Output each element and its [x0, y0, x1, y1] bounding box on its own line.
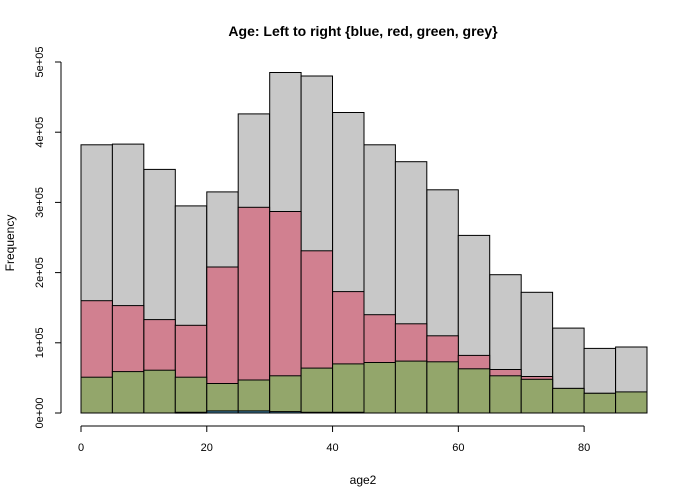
x-tick-label-3: 60	[452, 442, 464, 454]
bar-series-3-bin-7	[300, 411, 334, 414]
y-tick-label-5: 5e+05	[34, 47, 46, 78]
x-tick-label-1: 20	[201, 442, 213, 454]
bar-series-2-bin-2	[143, 369, 176, 414]
y-tick-label-2: 2e+05	[34, 257, 46, 288]
bar-series-2-bin-3	[174, 376, 208, 414]
x-tick-label-4: 80	[578, 442, 590, 454]
y-axis-label: Frequency	[3, 215, 17, 272]
bar-series-3-bin-4	[206, 410, 239, 414]
bar-series-2-bin-14	[520, 378, 554, 414]
y-tick-label-3: 3e+05	[34, 187, 46, 218]
bar-series-2-bin-0	[80, 376, 113, 414]
bar-series-3-bin-8	[332, 411, 365, 414]
bar-series-2-bin-9	[363, 362, 396, 414]
bar-series-2-bin-7	[300, 367, 334, 414]
bar-series-2-bin-12	[457, 368, 491, 414]
bar-series-2-bin-13	[489, 375, 522, 414]
y-tick-label-4: 4e+05	[34, 117, 46, 148]
bar-series-2-bin-11	[426, 361, 459, 414]
bar-series-3-bin-3	[174, 411, 208, 414]
bar-series-2-bin-17	[615, 391, 648, 414]
bar-series-2-bin-8	[332, 363, 365, 414]
bar-series-2-bin-16	[583, 392, 616, 414]
axes-layer: 0 20 40 60 80 0e+00 1e+05 2e+05 3e+05 4e+05 5e+05	[34, 47, 590, 454]
bars-layer	[80, 72, 648, 414]
chart-title: Age: Left to right {blue, red, green, gr…	[228, 23, 498, 39]
bar-series-2-bin-5	[237, 379, 271, 414]
bar-series-3-bin-5	[237, 410, 271, 414]
y-tick-label-1: 1e+05	[34, 327, 46, 358]
bar-series-2-bin-10	[394, 360, 428, 414]
bar-series-3-bin-6	[269, 411, 302, 414]
bar-series-2-bin-6	[269, 375, 302, 414]
x-axis-label: age2	[350, 473, 377, 487]
x-tick-label-0: 0	[78, 442, 84, 454]
x-tick-label-2: 40	[326, 442, 338, 454]
bar-series-2-bin-4	[206, 383, 239, 414]
bar-series-2-bin-1	[111, 371, 145, 414]
bar-series-2-bin-15	[552, 387, 585, 414]
y-tick-label-0: 0e+00	[34, 398, 46, 429]
